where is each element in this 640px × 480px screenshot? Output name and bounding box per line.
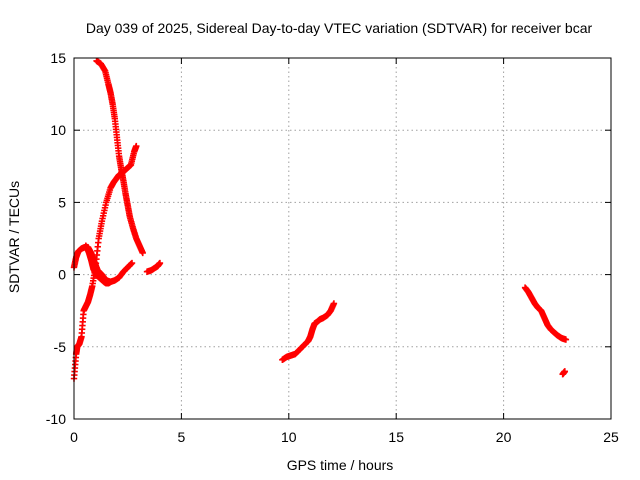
y-axis-label: SDTVAR / TECUs [6,181,22,293]
x-tick-label: 0 [70,429,78,445]
y-tick-label: 5 [58,194,66,210]
data-point [107,278,114,286]
x-axis-label: GPS time / hours [287,457,394,473]
axis-ticks: 0 5 10 15 20 25 -10 -5 0 5 10 15 [46,50,619,445]
y-tick-label: 10 [50,122,66,138]
chart-title: Day 039 of 2025, Sidereal Day-to-day VTE… [86,20,593,36]
y-tick-label: -5 [54,339,67,355]
data-point [561,368,569,375]
data-points [70,57,570,382]
grid-lines [74,58,611,419]
data-point [156,259,164,267]
data-point [133,142,140,150]
y-tick-label: -10 [46,411,66,427]
x-tick-label: 5 [178,429,186,445]
y-tick-label: 0 [58,267,66,283]
data-point [139,249,146,257]
x-tick-label: 10 [281,429,297,445]
data-point [128,259,136,267]
plot-frame [73,57,612,420]
y-tick-label: 15 [50,50,66,66]
data-point [330,300,338,307]
x-tick-label: 20 [496,429,512,445]
data-point [562,336,570,343]
x-tick-label: 15 [388,429,404,445]
x-tick-label: 25 [603,429,619,445]
